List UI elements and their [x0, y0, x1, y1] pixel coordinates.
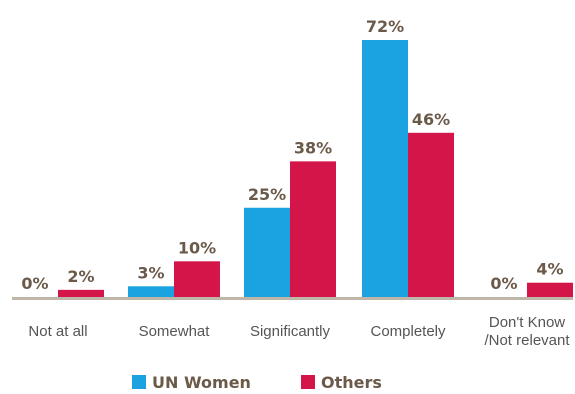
- data-label-un-women-0: 0%: [21, 274, 48, 293]
- category-label-2: Significantly: [250, 323, 331, 340]
- data-label-others-4: 4%: [536, 260, 563, 279]
- category-label-0: Not at all: [28, 323, 87, 340]
- data-label-un-women-4: 0%: [490, 274, 517, 293]
- data-label-others-1: 10%: [178, 238, 216, 257]
- data-label-others-2: 38%: [294, 138, 332, 157]
- data-label-un-women-1: 3%: [137, 263, 164, 282]
- bar-un-women-1: [128, 286, 174, 297]
- legend-swatch-un-women: [132, 375, 146, 389]
- category-label-3: Completely: [370, 323, 446, 340]
- category-labels-group: Not at all Somewhat Significantly Completel…: [28, 314, 570, 349]
- data-label-un-women-2: 25%: [248, 185, 286, 204]
- category-label-4: Don't Know/Not relevant: [484, 314, 570, 349]
- data-label-un-women-3: 72%: [366, 17, 404, 36]
- bar-un-women-3: [362, 40, 408, 297]
- legend-label-un-women: UN Women: [152, 373, 251, 392]
- bars-group: [58, 40, 573, 297]
- legend: UN Women Others: [132, 373, 382, 392]
- bar-others-2: [290, 161, 336, 297]
- category-label-1: Somewhat: [139, 323, 211, 340]
- legend-label-others: Others: [321, 373, 382, 392]
- data-label-others-0: 2%: [67, 267, 94, 286]
- bar-others-0: [58, 289, 104, 297]
- value-labels-group: 0% 2% 3% 10% 25% 38% 72% 46% 0% 4%: [21, 17, 563, 293]
- bar-others-3: [408, 132, 454, 297]
- bar-others-1: [174, 261, 220, 297]
- bar-un-women-2: [244, 207, 290, 297]
- bar-others-4: [527, 282, 573, 297]
- data-label-others-3: 46%: [412, 110, 450, 129]
- legend-swatch-others: [301, 375, 315, 389]
